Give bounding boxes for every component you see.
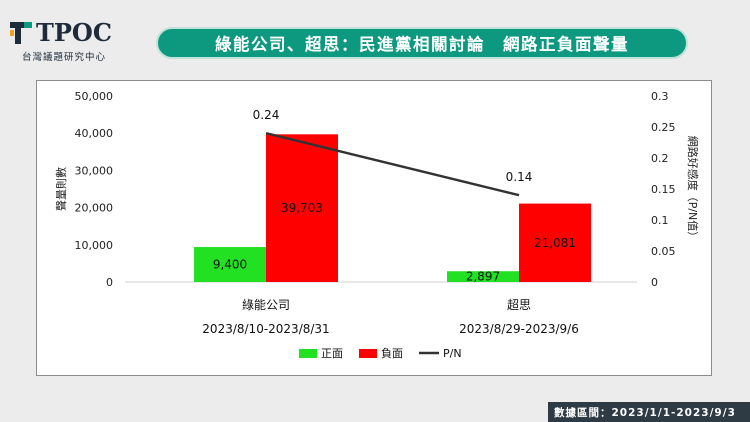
pn-ratio-line [265, 131, 520, 197]
legend-positive-label: 正面 [321, 347, 343, 360]
y2-tick-label: 0.25 [651, 121, 676, 134]
negative-bar-label: 39,703 [281, 201, 323, 215]
y2-axis-label: 網路好感度（P/N值） [686, 136, 700, 243]
positive-bar-label: 2,897 [466, 270, 500, 284]
chart-panel: 0 10,000 20,000 30,000 40,000 50,000 0 0.05 0.1 0… [36, 80, 712, 376]
positive-bar [447, 271, 519, 282]
y2-tick-label: 0.05 [651, 245, 676, 258]
legend-negative-swatch [359, 349, 377, 358]
logo-subtitle: 台灣議題研究中心 [22, 52, 107, 63]
title-banner: 綠能公司、超思：民進黨相關討論 網路正負面聲量 [156, 27, 688, 59]
pn-ratio-label: 0.24 [253, 108, 280, 122]
y-tick-label: 0 [106, 276, 113, 289]
combo-chart: 0 10,000 20,000 30,000 40,000 50,000 0 0.05 0.1 0… [54, 90, 700, 360]
legend-positive-swatch [299, 349, 317, 358]
y2-tick-label: 0.1 [651, 214, 669, 227]
negative-bar-label: 21,081 [534, 236, 576, 250]
positive-bar-label: 9,400 [213, 258, 247, 272]
negative-bar [519, 203, 591, 282]
y2-tick-label: 0 [651, 276, 658, 289]
y2-tick-label: 0.2 [651, 152, 669, 165]
y-tick-label: 30,000 [75, 164, 114, 177]
brand-logo: TPOC 台灣議題研究中心 [8, 16, 128, 66]
logo-text: TPOC [36, 18, 112, 47]
category-label: 綠能公司 [242, 298, 290, 312]
y-tick-label: 40,000 [75, 127, 114, 140]
y-tick-label: 20,000 [75, 202, 114, 215]
positive-bar [194, 247, 266, 282]
y-tick-label: 10,000 [75, 239, 114, 252]
category-date-range: 2023/8/10-2023/8/31 [202, 322, 329, 336]
legend-negative-label: 負面 [381, 347, 403, 360]
date-range-footer: 數據區間：2023/1/1-2023/9/3 [548, 402, 750, 422]
y-axis-label: 聲量則數 [54, 167, 68, 211]
date-range-text: 數據區間：2023/1/1-2023/9/3 [554, 406, 736, 419]
category-label: 超思 [507, 297, 531, 312]
legend-pn-label: P/N [443, 347, 462, 360]
negative-bar [266, 134, 338, 282]
pn-ratio-label: 0.14 [506, 170, 533, 184]
y-tick-label: 50,000 [75, 90, 114, 103]
logo-mark-icon [10, 22, 32, 44]
y2-tick-label: 0.15 [651, 183, 676, 196]
page-title: 綠能公司、超思：民進黨相關討論 網路正負面聲量 [215, 35, 629, 54]
y2-tick-label: 0.3 [651, 90, 669, 103]
category-date-range: 2023/8/29-2023/9/6 [459, 322, 579, 336]
